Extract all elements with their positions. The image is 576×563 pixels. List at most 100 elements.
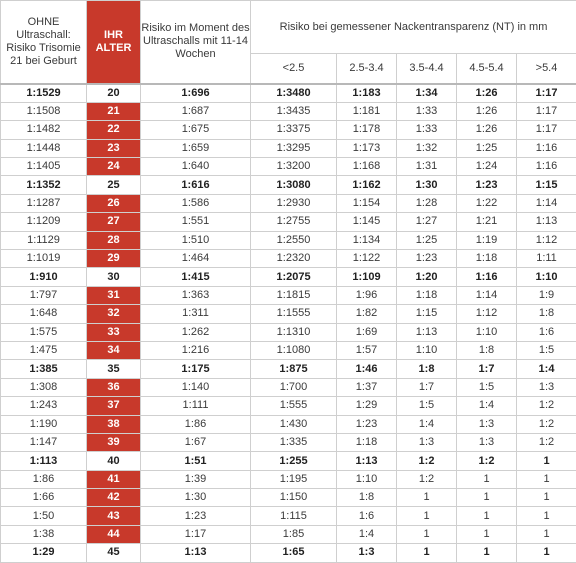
- cell-nt: 1:17: [517, 84, 576, 103]
- cell-nt: 1:16: [517, 139, 576, 157]
- cell-nt: 1: [457, 470, 517, 488]
- cell-nt: 1:7: [457, 360, 517, 378]
- cell-nt: 1:26: [457, 84, 517, 103]
- cell-age: 34: [87, 341, 141, 359]
- cell-nt: 1:69: [337, 323, 397, 341]
- cell-nt: 1:25: [457, 139, 517, 157]
- cell-nt: 1:33: [397, 121, 457, 139]
- cell-nt: 1: [517, 525, 576, 543]
- cell-nt: 1:8: [517, 305, 576, 323]
- cell-nt: 1:2075: [251, 268, 337, 286]
- cell-age: 33: [87, 323, 141, 341]
- cell-nt: 1:23: [397, 250, 457, 268]
- cell-age: 40: [87, 452, 141, 470]
- cell-nt: 1:82: [337, 305, 397, 323]
- cell-ohne: 1:1529: [1, 84, 87, 103]
- cell-ohne: 1:308: [1, 378, 87, 396]
- cell-nt: 1:4: [337, 525, 397, 543]
- cell-nt: 1:154: [337, 194, 397, 212]
- cell-age: 26: [87, 194, 141, 212]
- cell-nt: 1:181: [337, 102, 397, 120]
- cell-nt: 1:8: [397, 360, 457, 378]
- cell-nt: 1:875: [251, 360, 337, 378]
- cell-moment: 1:262: [141, 323, 251, 341]
- cell-moment: 1:640: [141, 158, 251, 176]
- cell-ohne: 1:475: [1, 341, 87, 359]
- cell-moment: 1:51: [141, 452, 251, 470]
- cell-nt: 1:2320: [251, 250, 337, 268]
- cell-age: 45: [87, 544, 141, 562]
- cell-nt: 1:1080: [251, 341, 337, 359]
- cell-nt: 1:10: [457, 323, 517, 341]
- cell-nt: 1:3: [517, 378, 576, 396]
- cell-ohne: 1:1508: [1, 102, 87, 120]
- cell-age: 31: [87, 286, 141, 304]
- cell-nt: 1:3: [337, 544, 397, 562]
- cell-ohne: 1:113: [1, 452, 87, 470]
- cell-nt: 1:14: [457, 286, 517, 304]
- cell-nt: 1:1815: [251, 286, 337, 304]
- cell-nt: 1:22: [457, 194, 517, 212]
- cell-nt: 1:5: [397, 397, 457, 415]
- cell-moment: 1:415: [141, 268, 251, 286]
- cell-moment: 1:616: [141, 176, 251, 194]
- cell-nt: 1:173: [337, 139, 397, 157]
- cell-nt: 1:13: [517, 213, 576, 231]
- cell-nt: 1:5: [457, 378, 517, 396]
- cell-nt: 1: [517, 470, 576, 488]
- cell-nt: 1:10: [517, 268, 576, 286]
- cell-ohne: 1:1129: [1, 231, 87, 249]
- cell-nt: 1:8: [337, 489, 397, 507]
- cell-nt: 1:4: [457, 397, 517, 415]
- cell-nt: 1:15: [517, 176, 576, 194]
- cell-nt: 1:33: [397, 102, 457, 120]
- cell-age: 42: [87, 489, 141, 507]
- cell-nt: 1:3200: [251, 158, 337, 176]
- cell-nt: 1: [457, 489, 517, 507]
- cell-ohne: 1:66: [1, 489, 87, 507]
- cell-ohne: 1:1209: [1, 213, 87, 231]
- cell-nt: 1:65: [251, 544, 337, 562]
- cell-ohne: 1:147: [1, 433, 87, 451]
- cell-moment: 1:216: [141, 341, 251, 359]
- cell-nt: 1:3295: [251, 139, 337, 157]
- cell-nt: 1:168: [337, 158, 397, 176]
- cell-age: 38: [87, 415, 141, 433]
- cell-nt: 1: [397, 507, 457, 525]
- cell-nt: 1:34: [397, 84, 457, 103]
- cell-age: 24: [87, 158, 141, 176]
- header-ohne-ultraschall: OHNE Ultraschall: Risiko Trisomie 21 bei…: [1, 1, 87, 84]
- cell-nt: 1:8: [457, 341, 517, 359]
- cell-age: 44: [87, 525, 141, 543]
- cell-nt: 1:162: [337, 176, 397, 194]
- cell-nt: 1:3435: [251, 102, 337, 120]
- cell-nt: 1:6: [517, 323, 576, 341]
- cell-nt: 1:2: [517, 415, 576, 433]
- cell-age: 27: [87, 213, 141, 231]
- cell-nt: 1:10: [397, 341, 457, 359]
- cell-nt: 1:26: [457, 102, 517, 120]
- cell-nt: 1:555: [251, 397, 337, 415]
- cell-nt: 1:183: [337, 84, 397, 103]
- cell-ohne: 1:1019: [1, 250, 87, 268]
- cell-nt: 1:145: [337, 213, 397, 231]
- cell-nt: 1:28: [397, 194, 457, 212]
- cell-nt: 1:13: [337, 452, 397, 470]
- header-ihr-alter: IHR ALTER: [87, 1, 141, 84]
- cell-nt: 1:37: [337, 378, 397, 396]
- cell-nt: 1:2930: [251, 194, 337, 212]
- cell-nt: 1:17: [517, 121, 576, 139]
- cell-nt: 1:335: [251, 433, 337, 451]
- cell-age: 39: [87, 433, 141, 451]
- cell-age: 41: [87, 470, 141, 488]
- cell-nt: 1: [517, 452, 576, 470]
